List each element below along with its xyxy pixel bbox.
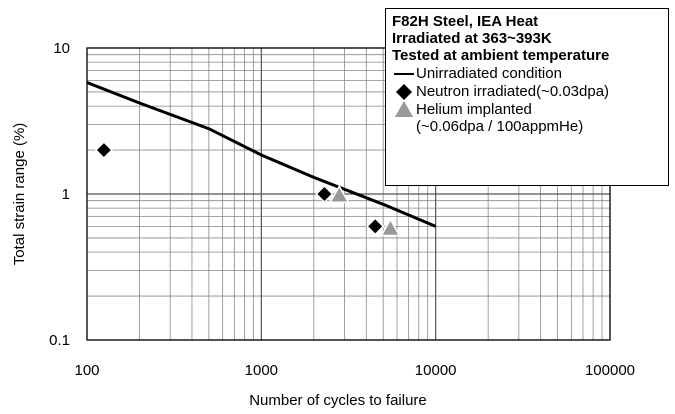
plot-frame <box>86 47 611 341</box>
data-point <box>94 140 113 160</box>
x-tick-label: 10000 <box>415 362 457 379</box>
legend-label: Helium implanted (~0.06dpa / 100appmHe) <box>416 101 584 135</box>
data-point <box>380 218 401 237</box>
legend-entry: Unirradiated condition <box>392 65 662 82</box>
data-point <box>366 217 385 236</box>
y-tick-label: 0.1 <box>49 332 70 349</box>
legend-label: Unirradiated condition <box>416 65 562 82</box>
legend-title: F82H Steel, IEA Heat <box>392 13 539 30</box>
legend: F82H Steel, IEA Heat Irradiated at 363~39… <box>385 8 669 186</box>
data-point <box>395 101 413 117</box>
legend-title: Irradiated at 363~393K <box>392 30 552 47</box>
legend-title: Tested at ambient temperature <box>392 47 610 64</box>
legend-label: Neutron irradiated(~0.03dpa) <box>416 83 610 100</box>
x-tick-label: 100000 <box>585 362 635 379</box>
legend-swatch <box>394 73 414 75</box>
legend-entry: Neutron irradiated(~0.03dpa) <box>392 83 662 100</box>
data-point <box>329 184 350 204</box>
x-tick-label: 100 <box>74 362 99 379</box>
data-point <box>315 184 334 204</box>
x-tick-label: 1000 <box>245 362 278 379</box>
legend-swatch <box>395 101 413 117</box>
y-tick-label: 10 <box>53 40 70 57</box>
legend-swatch <box>396 84 412 100</box>
y-axis-label: Total strain range (%) <box>11 123 28 266</box>
legend-entry: Helium implanted (~0.06dpa / 100appmHe) <box>392 101 662 135</box>
y-tick-label: 1 <box>62 186 70 203</box>
line <box>86 81 437 228</box>
x-axis-label: Number of cycles to failure <box>249 392 427 409</box>
data-point <box>396 84 412 100</box>
